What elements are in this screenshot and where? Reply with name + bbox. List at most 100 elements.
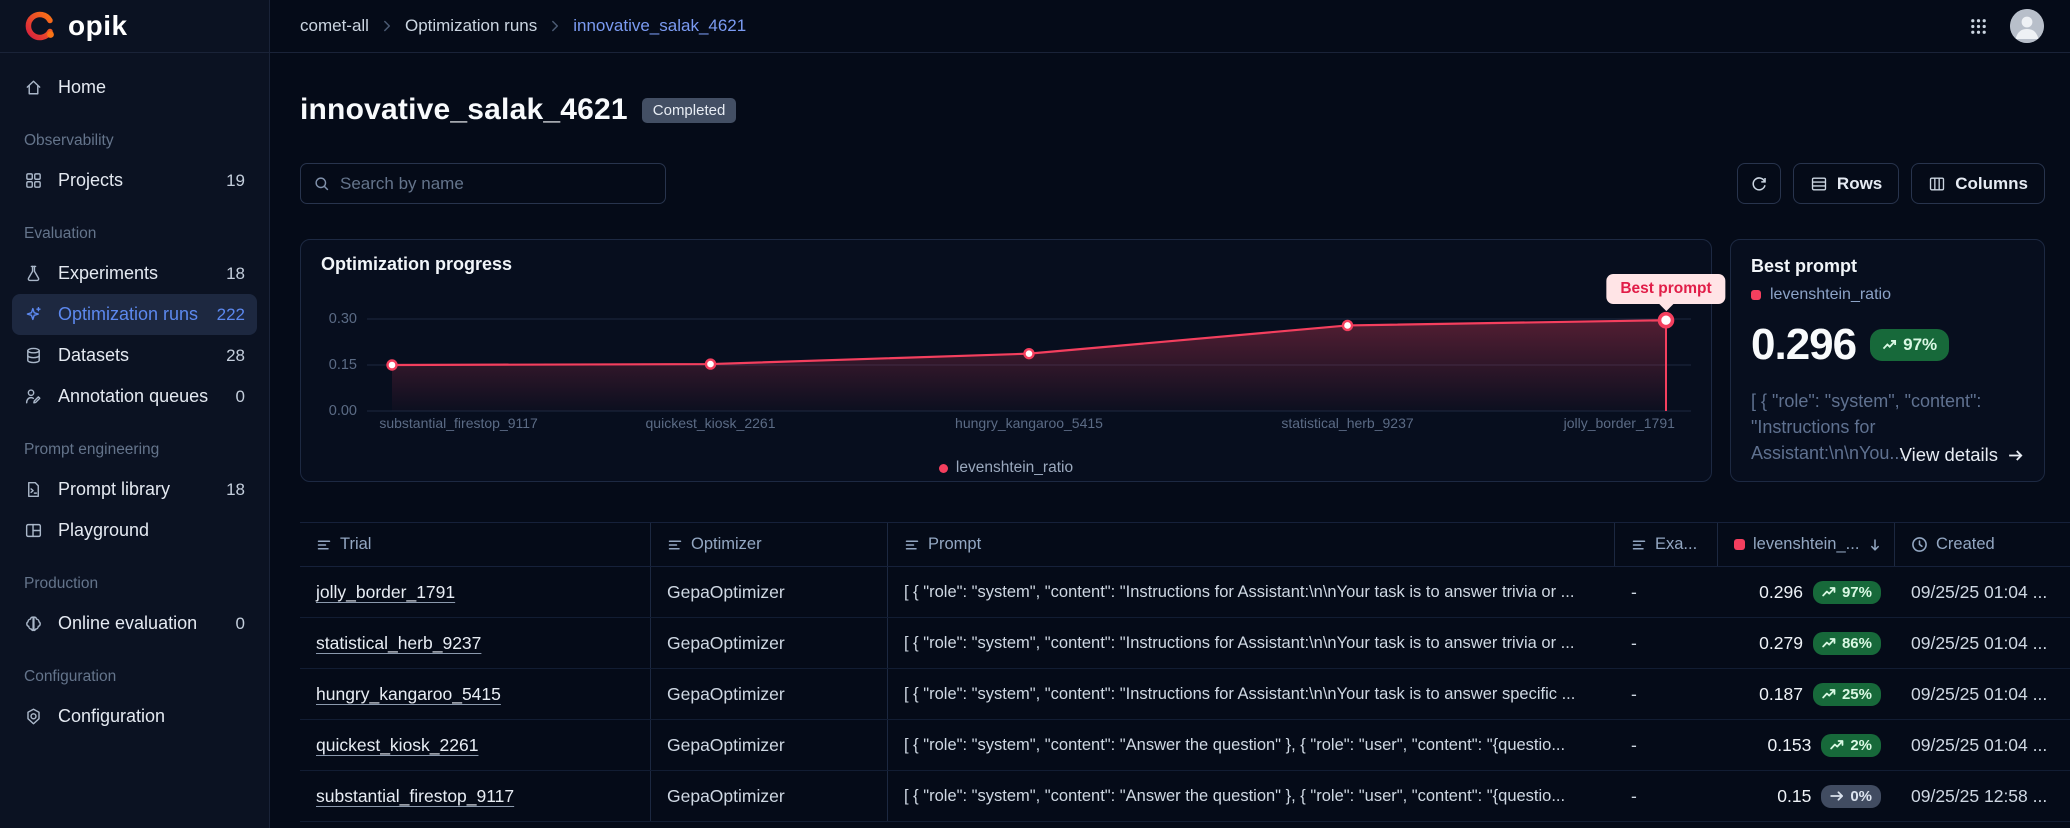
- column-header-levenshtein-[interactable]: levenshtein_...: [1718, 523, 1895, 566]
- table-row[interactable]: quickest_kiosk_2261 GepaOptimizer [ { "r…: [300, 720, 2070, 771]
- search-input[interactable]: [340, 173, 653, 194]
- sidebar-item-label: Online evaluation: [58, 613, 198, 633]
- breadcrumb-item[interactable]: Optimization runs: [404, 16, 538, 35]
- view-details-label: View details: [1899, 444, 1998, 465]
- sidebar-item-label: Prompt library: [58, 479, 171, 499]
- prompt-library-icon: [24, 480, 44, 500]
- search-icon: [313, 175, 331, 193]
- text-column-icon: [904, 537, 920, 553]
- sidebar-section-observability: Observability: [24, 132, 114, 149]
- main-area: comet-all Optimization runs innovative_sal…: [270, 0, 2070, 828]
- table-body: jolly_border_1791 GepaOptimizer [ { "rol…: [300, 567, 2070, 822]
- refresh-button[interactable]: [1736, 163, 1781, 204]
- avatar[interactable]: [2010, 9, 2044, 43]
- column-header-trial[interactable]: Trial: [300, 523, 651, 566]
- trial-link[interactable]: substantial_firestop_9117: [316, 785, 515, 806]
- table-row[interactable]: hungry_kangaroo_5415 GepaOptimizer [ { "…: [300, 669, 2070, 720]
- trial-link[interactable]: quickest_kiosk_2261: [316, 734, 479, 755]
- opik-logo-icon: [22, 8, 58, 44]
- configuration-icon: [24, 707, 44, 727]
- metric-name: levenshtein_ratio: [1770, 286, 1891, 303]
- sidebar-item-prompt-library[interactable]: Prompt library 18: [12, 469, 257, 510]
- page-content: innovative_salak_4621 Completed: [270, 53, 2070, 828]
- trial-link[interactable]: statistical_herb_9237: [316, 632, 482, 653]
- sidebar-item-annotation-queues[interactable]: Annotation queues 0: [12, 376, 257, 417]
- x-tick-label: statistical_herb_9237: [1281, 415, 1414, 431]
- sidebar-item-label: Annotation queues: [58, 386, 209, 406]
- playground-icon: [24, 521, 44, 541]
- trend-badge: 25%: [1812, 682, 1881, 706]
- breadcrumb-item[interactable]: innovative_salak_4621: [573, 16, 747, 35]
- table-row[interactable]: jolly_border_1791 GepaOptimizer [ { "rol…: [300, 567, 2070, 618]
- sidebar-item-optimization-runs[interactable]: Optimization runs 222: [12, 294, 257, 335]
- sidebar-item-count: 19: [226, 170, 245, 190]
- trend-up-icon: [1830, 739, 1844, 751]
- best-prompt-tooltip: Best prompt: [1606, 274, 1726, 305]
- sidebar-section-prompt-engineering: Prompt engineering: [24, 441, 160, 458]
- sidebar-item-home[interactable]: Home: [12, 67, 257, 108]
- sidebar-item-label: Datasets: [58, 345, 130, 365]
- experiments-icon: [24, 264, 44, 284]
- sidebar-item-label: Home: [58, 77, 107, 97]
- sidebar-item-playground[interactable]: Playground: [12, 510, 257, 551]
- logo[interactable]: opik: [0, 0, 269, 53]
- score-value: 0.279: [1759, 632, 1803, 653]
- online-eval-icon: [24, 614, 44, 634]
- sidebar-item-experiments[interactable]: Experiments 18: [12, 253, 257, 294]
- breadcrumb-item[interactable]: comet-all: [300, 16, 369, 35]
- toolbar: Rows Columns: [300, 163, 2045, 204]
- columns-button[interactable]: Columns: [1911, 163, 2045, 204]
- chart-plot[interactable]: Best prompt: [367, 274, 1726, 412]
- y-tick-label: 0.00: [328, 403, 357, 419]
- x-tick-label: hungry_kangaroo_5415: [955, 415, 1103, 431]
- column-header-exa-[interactable]: Exa...: [1615, 523, 1718, 566]
- table-row[interactable]: statistical_herb_9237 GepaOptimizer [ { …: [300, 618, 2070, 669]
- columns-icon: [1928, 175, 1946, 193]
- column-header-prompt[interactable]: Prompt: [888, 523, 1615, 566]
- trial-link[interactable]: hungry_kangaroo_5415: [316, 683, 501, 704]
- y-tick-label: 0.15: [328, 357, 357, 373]
- sidebar-item-projects[interactable]: Projects 19: [12, 160, 257, 201]
- sidebar-nav: Home Observability Projects 19 Evaluatio…: [0, 53, 269, 751]
- x-tick-label: quickest_kiosk_2261: [645, 415, 776, 431]
- sort-desc-icon: [1867, 537, 1883, 553]
- prompt-cell: [ { "role": "system", "content": "Answer…: [904, 786, 1566, 805]
- sidebar-item-label: Configuration: [58, 706, 166, 726]
- prompt-cell: [ { "role": "system", "content": "Instru…: [904, 633, 1575, 652]
- datasets-icon: [24, 346, 44, 366]
- chart-y-axis: 0.30 0.15 0.00: [321, 279, 367, 419]
- optimizer-cell: GepaOptimizer: [651, 771, 888, 821]
- metric-color-icon: [1751, 290, 1761, 300]
- sidebar-item-count: 28: [226, 345, 245, 365]
- topbar: comet-all Optimization runs innovative_sal…: [270, 0, 2070, 53]
- column-header-created[interactable]: Created: [1895, 523, 2070, 566]
- prompt-cell: [ { "role": "system", "content": "Instru…: [904, 582, 1575, 601]
- examples-cell: -: [1631, 734, 1637, 755]
- sidebar-item-count: 222: [216, 304, 245, 324]
- sidebar-item-datasets[interactable]: Datasets 28: [12, 335, 257, 376]
- chart-legend: levenshtein_ratio: [321, 459, 1691, 477]
- search-box[interactable]: [300, 163, 666, 204]
- optimizer-cell: GepaOptimizer: [651, 669, 888, 719]
- column-header-optimizer[interactable]: Optimizer: [651, 523, 888, 566]
- y-tick-label: 0.30: [328, 311, 357, 327]
- score-value: 0.296: [1759, 581, 1803, 602]
- optimizer-cell: GepaOptimizer: [651, 720, 888, 770]
- optimization-progress-chart: Optimization progress 0.30 0.15 0.00 Best …: [300, 239, 1726, 482]
- chevron-right-icon: [549, 20, 561, 32]
- view-details-link[interactable]: View details: [1900, 444, 2024, 466]
- text-column-icon: [316, 537, 332, 553]
- trial-link[interactable]: jolly_border_1791: [316, 581, 456, 602]
- rows-button[interactable]: Rows: [1792, 163, 1900, 204]
- sidebar-item-online-evaluation[interactable]: Online evaluation 0: [12, 603, 257, 644]
- examples-cell: -: [1631, 785, 1637, 806]
- chart-x-axis: substantial_firestop_9117 quickest_kiosk_…: [367, 415, 1691, 435]
- optimizer-cell: GepaOptimizer: [651, 618, 888, 668]
- refresh-icon: [1750, 175, 1768, 193]
- apps-grid-icon[interactable]: [1969, 17, 1988, 36]
- sidebar-item-configuration[interactable]: Configuration: [12, 696, 257, 737]
- trend-up-icon: [1822, 586, 1836, 598]
- table-row[interactable]: substantial_firestop_9117 GepaOptimizer …: [300, 771, 2070, 822]
- logo-text: opik: [68, 10, 128, 41]
- examples-cell: -: [1631, 632, 1637, 653]
